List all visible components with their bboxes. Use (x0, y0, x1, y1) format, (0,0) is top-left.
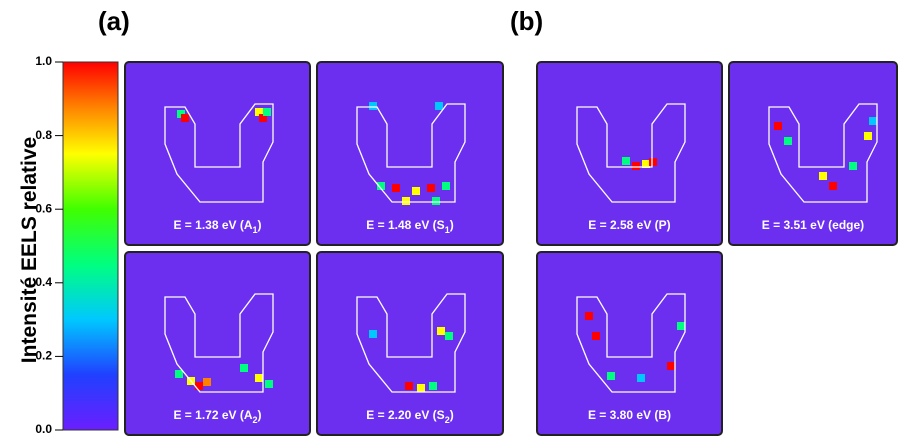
hotspot (412, 187, 420, 195)
particle-outline (164, 103, 274, 203)
map-background (316, 61, 504, 246)
hotspot (369, 102, 377, 110)
caption-text: E = 3.80 eV (B) (588, 408, 671, 422)
tick-label: 0.2 (35, 349, 52, 363)
particle-outline (356, 293, 466, 393)
hotspot (263, 108, 271, 116)
hotspot (417, 384, 425, 392)
hotspot (175, 370, 183, 378)
panel-label: (b) (510, 6, 543, 36)
caption-text: E = 2.20 eV (S (366, 408, 444, 422)
hotspot (427, 184, 435, 192)
tick-label: 0.6 (35, 201, 52, 215)
tick-label: 0.8 (35, 128, 52, 142)
hotspot (435, 102, 443, 110)
hotspot (369, 330, 377, 338)
map-caption: E = 3.80 eV (B) (588, 408, 671, 422)
caption-text: E = 1.38 eV (A (173, 218, 252, 232)
hotspot (265, 380, 273, 388)
tick-label: 0.0 (35, 422, 52, 436)
caption-subscript: 2 (253, 415, 258, 425)
eels-map: E = 2.20 eV (S2) (316, 251, 504, 436)
hotspot (442, 182, 450, 190)
colorbar (62, 61, 119, 431)
map-background (124, 251, 311, 436)
hotspot (392, 184, 400, 192)
hotspot (255, 374, 263, 382)
hotspot (181, 114, 189, 122)
hotspot (637, 374, 645, 382)
map-caption: E = 1.38 eV (A1) (173, 218, 261, 235)
hotspot (819, 172, 827, 180)
hotspot (259, 114, 267, 122)
caption-subscript: 1 (445, 225, 450, 235)
hotspot (829, 182, 837, 190)
caption-text: ) (258, 408, 262, 422)
particle-outline (164, 293, 274, 393)
map-caption: E = 2.20 eV (S2) (366, 408, 453, 425)
particle-outline (576, 103, 686, 203)
caption-text: E = 3.51 eV (edge) (762, 218, 864, 232)
hotspot (377, 182, 385, 190)
hotspot (405, 382, 413, 390)
caption-subscript: 2 (445, 415, 450, 425)
hotspot (437, 327, 445, 335)
caption-subscript: 1 (253, 225, 258, 235)
hotspot (585, 312, 593, 320)
map-background (536, 61, 723, 246)
particle-outline (768, 103, 878, 203)
hotspot (677, 322, 685, 330)
hotspot (607, 372, 615, 380)
hotspot (622, 157, 630, 165)
hotspot (195, 382, 203, 390)
hotspot (240, 364, 248, 372)
hotspot (849, 162, 857, 170)
hotspot (642, 160, 650, 168)
eels-map: E = 2.58 eV (P) (536, 61, 723, 246)
hotspot (432, 197, 440, 205)
caption-text: E = 1.48 eV (S (366, 218, 444, 232)
map-caption: E = 1.48 eV (S1) (366, 218, 453, 235)
map-background (728, 61, 898, 246)
tick-label: 1.0 (35, 54, 52, 68)
tick-label: 0.4 (35, 275, 52, 289)
eels-map: E = 1.38 eV (A1) (124, 61, 311, 246)
caption-text: ) (258, 218, 262, 232)
map-caption: E = 3.51 eV (edge) (762, 218, 864, 232)
hotspot (649, 158, 657, 166)
colorbar-label: Intensité EELS relative (18, 137, 41, 363)
map-background (124, 61, 311, 246)
caption-text: E = 1.72 eV (A (173, 408, 252, 422)
map-caption: E = 1.72 eV (A2) (173, 408, 261, 425)
hotspot (784, 137, 792, 145)
hotspot (667, 362, 675, 370)
hotspot (869, 117, 877, 125)
hotspot (445, 332, 453, 340)
hotspot (402, 197, 410, 205)
eels-map: E = 1.48 eV (S1) (316, 61, 504, 246)
eels-map: E = 3.51 eV (edge) (728, 61, 898, 246)
hotspot (592, 332, 600, 340)
eels-map: E = 1.72 eV (A2) (124, 251, 311, 436)
map-background (536, 251, 723, 436)
hotspot (774, 122, 782, 130)
particle-outline (576, 293, 686, 393)
hotspot (429, 382, 437, 390)
hotspot (203, 378, 211, 386)
caption-text: ) (450, 408, 454, 422)
eels-map: E = 3.80 eV (B) (536, 251, 723, 436)
hotspot (864, 132, 872, 140)
caption-text: ) (450, 218, 454, 232)
hotspot (255, 108, 263, 116)
hotspot (632, 162, 640, 170)
particle-outline (356, 103, 466, 203)
map-background (316, 251, 504, 436)
map-caption: E = 2.58 eV (P) (588, 218, 670, 232)
caption-text: E = 2.58 eV (P) (588, 218, 670, 232)
panel-label: (a) (98, 6, 130, 36)
